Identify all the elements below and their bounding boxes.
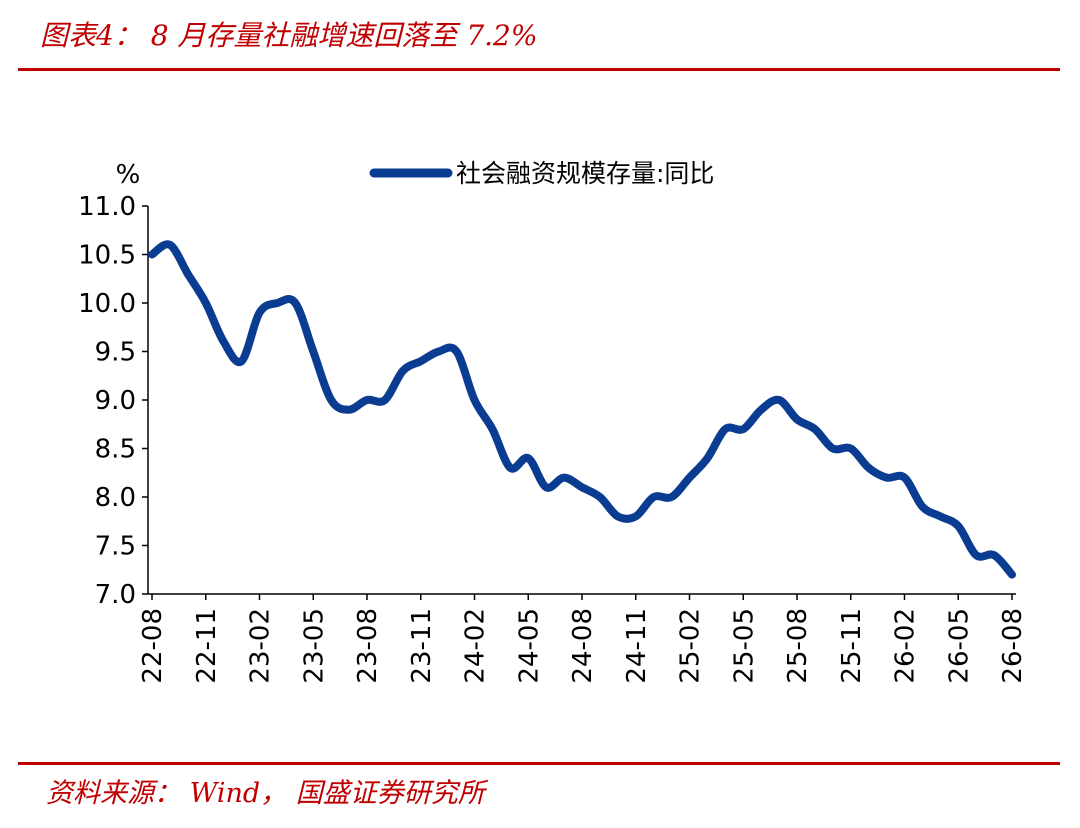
- x-tick-label: 26-02: [891, 608, 921, 684]
- y-tick-label: 10.0: [78, 289, 136, 319]
- chart-title: 图表4： 8 月存量社融增速回落至 7.2%: [40, 19, 538, 52]
- title-divider: [18, 68, 1060, 71]
- y-tick-label: 8.5: [95, 435, 136, 465]
- x-tick-label: 25-11: [837, 608, 867, 684]
- x-tick-label: 24-02: [461, 608, 491, 684]
- x-ticks: 22-08 22-11 23-02 23-05 23-08 23-11 24-02 24-05…: [138, 594, 1028, 684]
- y-ticks: 11.0 10.5 10.0 9.5 9.0 8.5 8.0 7.5 7.0: [78, 192, 148, 610]
- x-tick-label: 22-11: [192, 608, 222, 684]
- series-line: [148, 240, 1016, 579]
- x-tick-label: 23-08: [353, 608, 383, 684]
- y-tick-label: 11.0: [78, 192, 136, 222]
- x-tick-label: 24-08: [568, 608, 598, 684]
- line-chart: % 社会融资规模存量:同比 11.0 10.5 10.0 9.5 9.0 8.5 8.0 7.…: [78, 159, 1028, 684]
- x-tick-label: 25-02: [676, 608, 706, 684]
- x-tick-label: 26-05: [944, 608, 974, 684]
- x-tick-label: 23-02: [246, 608, 276, 684]
- x-tick-label: 24-05: [514, 608, 544, 684]
- x-tick-label: 26-08: [998, 608, 1028, 684]
- legend-label: 社会融资规模存量:同比: [456, 159, 714, 188]
- y-tick-label: 7.0: [95, 580, 136, 610]
- y-tick-label: 8.0: [95, 483, 136, 513]
- y-tick-label: 9.5: [95, 338, 136, 368]
- legend: 社会融资规模存量:同比: [369, 159, 714, 188]
- x-tick-label: 22-08: [138, 608, 168, 684]
- x-tick-label: 25-08: [783, 608, 813, 684]
- source-note: 资料来源： Wind， 国盛证券研究所: [46, 778, 485, 809]
- x-tick-label: 23-11: [407, 608, 437, 684]
- x-tick-label: 23-05: [299, 608, 329, 684]
- x-tick-label: 25-05: [729, 608, 759, 684]
- x-tick-label: 24-11: [622, 608, 652, 684]
- y-tick-label: 9.0: [95, 386, 136, 416]
- footer-divider: [18, 762, 1060, 765]
- y-tick-label: 7.5: [95, 532, 136, 562]
- y-axis-label: %: [116, 160, 141, 190]
- axes: [147, 206, 1016, 595]
- y-tick-label: 10.5: [78, 241, 136, 271]
